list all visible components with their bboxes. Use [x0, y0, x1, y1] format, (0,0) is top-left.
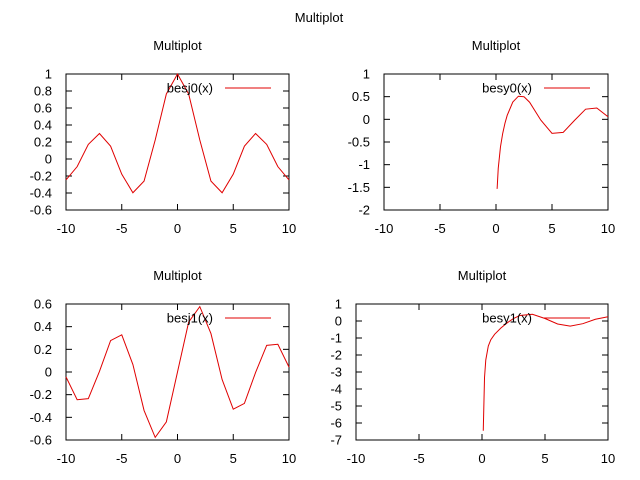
subplot-title: Multiplot — [153, 268, 202, 283]
y-tick-label: -0.6 — [30, 203, 52, 218]
y-tick-label: 0 — [45, 365, 52, 380]
y-tick-label: 0 — [363, 112, 370, 127]
y-tick-label: -2 — [358, 203, 370, 218]
y-tick-label: 1 — [45, 67, 52, 82]
figure-title: Multiplot — [295, 10, 344, 25]
subplot-title: Multiplot — [458, 268, 507, 283]
legend-label: besy1(x) — [482, 311, 532, 326]
series-line — [482, 313, 609, 431]
series-line — [65, 72, 290, 194]
y-tick-label: 1 — [363, 67, 370, 82]
y-tick-label: -1 — [330, 331, 342, 346]
y-tick-label: -0.6 — [30, 433, 52, 448]
y-tick-label: -4 — [330, 382, 342, 397]
y-tick-label: 0.4 — [34, 319, 52, 334]
subplot-title: Multiplot — [472, 38, 521, 53]
y-tick-label: 0 — [45, 152, 52, 167]
series-line — [65, 305, 290, 439]
x-tick-label: 10 — [282, 221, 296, 236]
y-tick-label: -6 — [330, 416, 342, 431]
y-tick-label: 0.4 — [34, 118, 52, 133]
x-tick-label: -10 — [57, 451, 76, 466]
x-tick-label: 0 — [174, 451, 181, 466]
x-tick-label: -10 — [347, 451, 366, 466]
legend-label: besj1(x) — [167, 311, 213, 326]
x-tick-label: 5 — [230, 221, 237, 236]
y-tick-label: -0.5 — [348, 135, 370, 150]
x-tick-label: 5 — [548, 221, 555, 236]
x-tick-label: -10 — [57, 221, 76, 236]
y-tick-label: -0.2 — [30, 169, 52, 184]
y-tick-label: 1 — [335, 297, 342, 312]
y-tick-label: 0.8 — [34, 84, 52, 99]
subplot-besj0: Multiplot -10 -5 0 5 10 -0.6 -0.4 -0.2 0 0.2 0.4 0.6… — [30, 38, 297, 236]
x-tick-label: -5 — [116, 221, 128, 236]
x-tick-label: -5 — [413, 451, 425, 466]
y-tick-label: 0.5 — [352, 89, 370, 104]
subplot-besy0: Multiplot -10 -5 0 5 10 -2 -1.5 -1 -0.5 0 0.5 1 besy0… — [348, 38, 616, 236]
x-tick-label: 5 — [541, 451, 548, 466]
x-tick-label: -5 — [116, 451, 128, 466]
legend-label: besj0(x) — [167, 81, 213, 96]
x-tick-label: -5 — [434, 221, 446, 236]
x-tick-label: 0 — [492, 221, 499, 236]
x-tick-label: 10 — [282, 451, 296, 466]
subplot-besy1: Multiplot-10 -5 0 5 10-7-6-5-4-3-2-101besy1(… — [330, 268, 615, 466]
y-tick-label: -0.4 — [30, 186, 52, 201]
y-tick-label: -3 — [330, 365, 342, 380]
series-line — [496, 95, 609, 189]
y-tick-label: -0.2 — [30, 387, 52, 402]
x-tick-label: 0 — [478, 451, 485, 466]
x-tick-label: 5 — [230, 451, 237, 466]
x-tick-label: 0 — [174, 221, 181, 236]
y-tick-label: 0 — [335, 314, 342, 329]
y-tick-label: -7 — [330, 433, 342, 448]
y-tick-label: -2 — [330, 348, 342, 363]
y-tick-label: 0.2 — [34, 135, 52, 150]
y-tick-label: 0.2 — [34, 342, 52, 357]
subplot-title: Multiplot — [153, 38, 202, 53]
y-tick-label: -5 — [330, 399, 342, 414]
x-tick-label: 10 — [601, 451, 615, 466]
y-tick-label: 0.6 — [34, 101, 52, 116]
y-tick-label: -1 — [358, 157, 370, 172]
subplot-besj1: Multiplot -10 -5 0 5 10 -0.6 -0.4 -0.2 0 0.2 0.4 0.6… — [30, 268, 297, 466]
x-tick-label: 10 — [601, 221, 615, 236]
y-tick-label: -0.4 — [30, 410, 52, 425]
y-tick-label: 0.6 — [34, 297, 52, 312]
y-tick-label: -1.5 — [348, 180, 370, 195]
legend-label: besy0(x) — [482, 81, 532, 96]
x-tick-label: -10 — [375, 221, 394, 236]
